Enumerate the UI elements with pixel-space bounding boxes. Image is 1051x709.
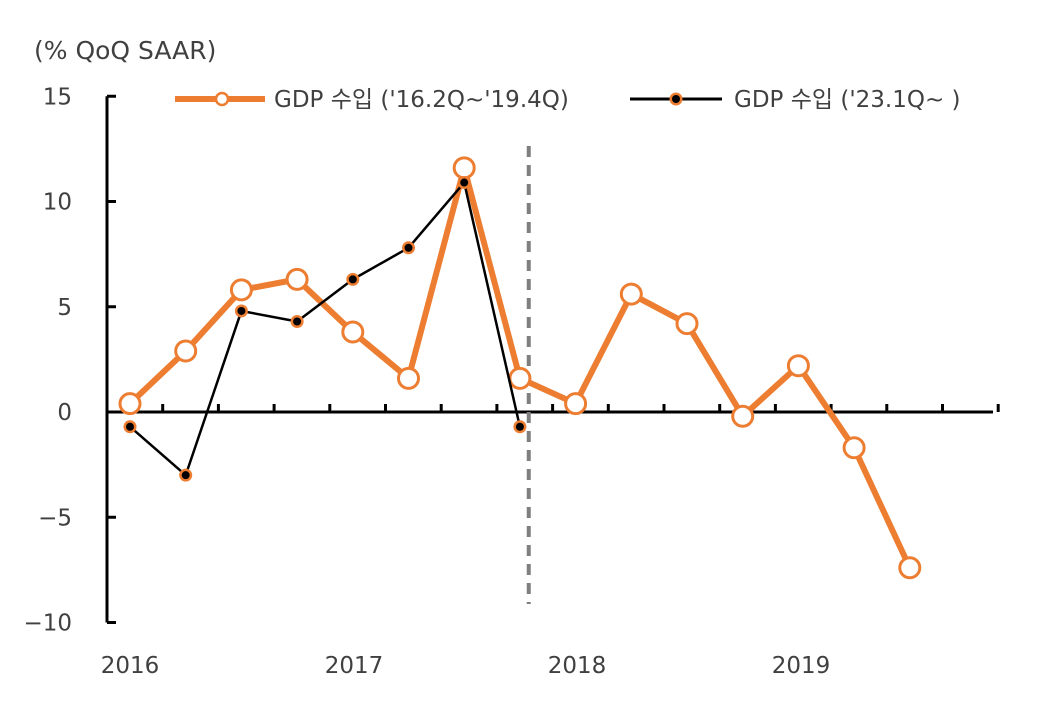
axes-layer: 15 10 5 0 −5 −10 2016 2017 2018 2019	[23, 84, 1000, 679]
y-tick-label: 5	[57, 295, 72, 321]
y-tick-label: −10	[23, 611, 72, 637]
series-1-point	[619, 282, 643, 306]
legend-marker-series-1	[214, 91, 230, 107]
series-1-point	[229, 278, 253, 302]
series-2-point	[404, 243, 413, 252]
series-2-line	[129, 181, 522, 477]
series-1-point	[341, 320, 365, 344]
y-tick-label: 10	[43, 190, 72, 216]
series-1-point	[842, 436, 866, 460]
y-tick-label: 15	[43, 84, 72, 110]
legend: GDP 수입 ('16.2Q~'19.4Q) GDP 수입 ('23.1Q~ )	[175, 87, 961, 113]
series-1-point	[452, 156, 476, 180]
series-1-point	[786, 354, 810, 378]
legend-marker-series-2	[672, 95, 680, 103]
series-1-point	[397, 366, 420, 390]
series-2-point	[348, 275, 357, 284]
series-layer	[118, 156, 922, 580]
series-2-point	[460, 178, 469, 187]
legend-label-series-2: GDP 수입 ('23.1Q~ )	[734, 87, 961, 113]
series-1-point	[675, 312, 699, 336]
series-1-point	[898, 556, 922, 580]
series-2-point	[237, 306, 246, 315]
x-year-label: 2018	[548, 653, 607, 679]
y-axis-unit-label: (% QoQ SAAR)	[34, 36, 217, 65]
series-1-point	[118, 392, 142, 416]
series-1-point	[564, 392, 588, 416]
x-year-label: 2019	[772, 653, 831, 679]
y-tick-label: −5	[38, 505, 72, 531]
series-2-point	[126, 422, 134, 431]
series-2-point	[181, 471, 190, 480]
series-1-point	[508, 366, 532, 390]
x-year-label: 2016	[101, 653, 160, 679]
series-1-point	[174, 339, 198, 363]
series-1-point	[285, 267, 309, 291]
y-tick-label: 0	[57, 400, 72, 426]
x-year-label: 2017	[325, 653, 384, 679]
legend-label-series-1: GDP 수입 ('16.2Q~'19.4Q)	[274, 87, 569, 113]
series-2-point	[293, 317, 302, 326]
series-1-point	[731, 404, 755, 428]
series-2-point	[515, 422, 524, 431]
